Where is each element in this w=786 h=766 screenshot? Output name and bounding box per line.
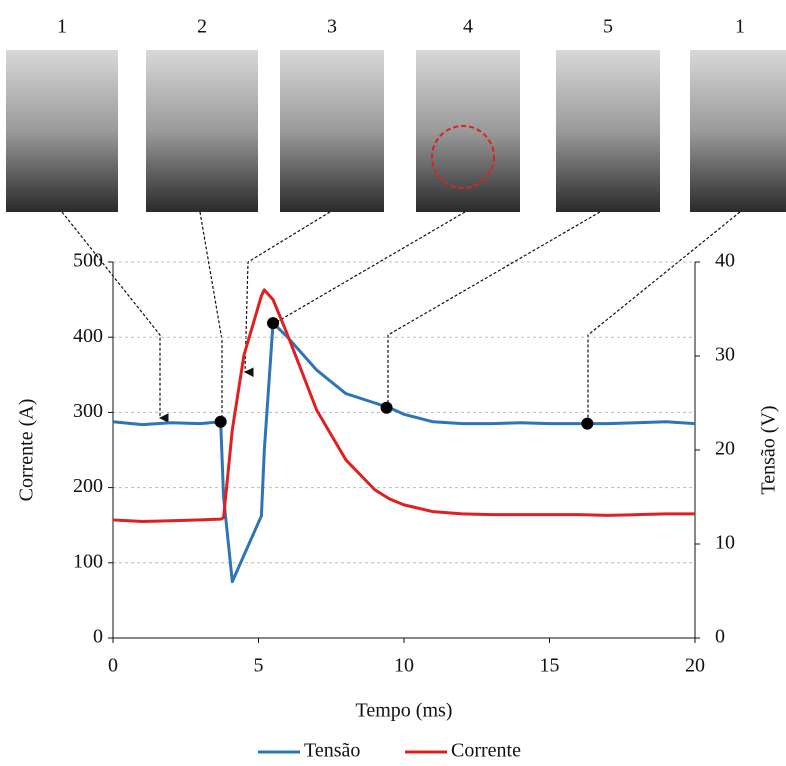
y-tick-label: 300 (73, 400, 103, 422)
x-axis-label: Tempo (ms) (356, 700, 453, 722)
leader-line (587, 211, 741, 422)
series-line (112, 288, 695, 523)
x-tick-label: 0 (108, 655, 118, 677)
legend-label: Tensão (304, 740, 360, 762)
y2-tick-label: 0 (715, 626, 725, 648)
leaders (61, 211, 741, 423)
y-tick-label: 400 (73, 325, 103, 347)
photo (146, 50, 258, 212)
leader-line (274, 211, 466, 324)
photo (416, 50, 520, 212)
y-tick-label: 500 (73, 250, 103, 272)
series-line (112, 321, 696, 584)
photo-label: 2 (197, 16, 207, 38)
leader-line (61, 211, 169, 423)
point-marker (380, 401, 393, 414)
legend-label: Corrente (451, 740, 521, 762)
x-tick-label: 15 (540, 655, 560, 677)
x-tick-label: 20 (685, 655, 705, 677)
y-axis-label: Corrente (A) (16, 399, 38, 502)
point-marker (214, 415, 227, 428)
point-marker (581, 417, 594, 430)
y2-tick-label: 30 (715, 344, 735, 366)
photo (280, 50, 384, 212)
photo-label: 3 (327, 16, 337, 38)
photo (556, 50, 660, 212)
y2-tick-label: 40 (715, 250, 735, 272)
photo (6, 50, 118, 212)
x-tick-label: 10 (394, 655, 414, 677)
y2-tick-label: 10 (715, 532, 735, 554)
y-tick-label: 200 (73, 475, 103, 497)
y2-tick-label: 20 (715, 438, 735, 460)
y-tick-label: 100 (73, 550, 103, 572)
y-tick-label: 0 (93, 626, 103, 648)
photo-label: 5 (603, 16, 613, 38)
point-marker (267, 317, 280, 330)
photos (6, 50, 786, 212)
x-tick-label: 5 (254, 655, 264, 677)
leader-line (387, 211, 601, 405)
photo-label: 4 (463, 16, 473, 38)
photo (690, 50, 786, 212)
y2-axis-label: Tensão (V) (758, 405, 780, 494)
highlight-circle (431, 125, 495, 189)
leader-line (244, 211, 331, 378)
legend: Tensão Corrente (258, 740, 521, 762)
photo-label: 1 (57, 16, 67, 38)
leader-line (199, 211, 223, 420)
photo-label: 1 (735, 16, 745, 38)
